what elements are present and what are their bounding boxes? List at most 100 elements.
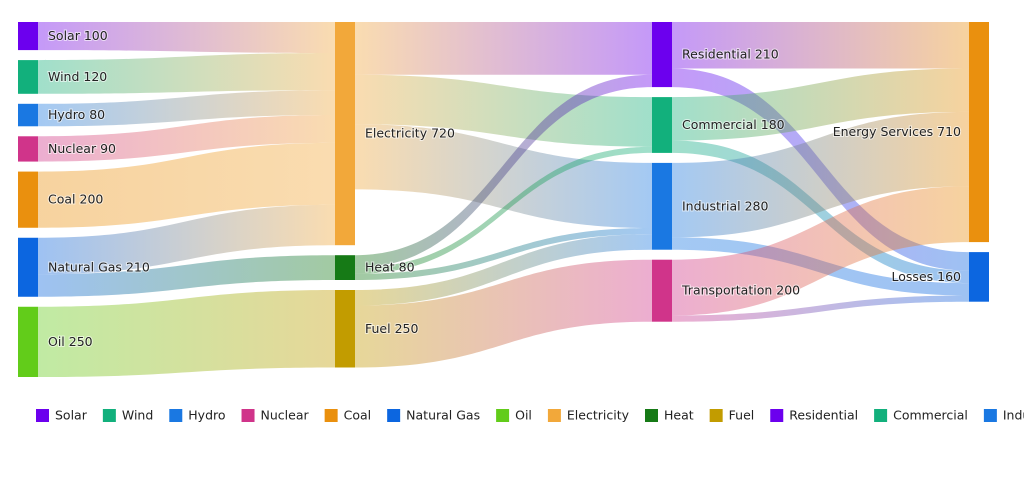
node (18, 306, 38, 377)
node-value: 200 (776, 282, 800, 297)
node-value: 160 (937, 268, 961, 283)
node-name: Natural Gas (48, 259, 122, 274)
legend-swatch (770, 409, 784, 422)
legend-swatch (102, 409, 116, 422)
node (18, 60, 38, 94)
node-value: 280 (745, 198, 769, 213)
node-name: Industrial (682, 198, 741, 213)
node-label: Commercial 180 (682, 117, 785, 132)
node-label: Transportation 200 (681, 282, 800, 297)
node-name: Transportation (681, 282, 772, 297)
legend-label: Natural Gas (406, 408, 480, 423)
node-label: Heat 80 (365, 259, 415, 274)
node-label: Residential 210 (682, 46, 779, 61)
link (38, 142, 335, 228)
node-name: Losses (892, 268, 934, 283)
link (355, 22, 652, 75)
legend-label: Wind (122, 408, 153, 423)
node-value: 100 (84, 28, 108, 43)
link (38, 290, 335, 377)
legend-label: Residential (789, 408, 858, 423)
node-value: 90 (100, 140, 116, 155)
node-label: Losses 160 (892, 268, 962, 283)
link (38, 255, 335, 297)
node-label: Nuclear 90 (48, 140, 116, 155)
legend-label: Nuclear (261, 408, 310, 423)
node-value: 720 (431, 125, 455, 140)
link (38, 204, 335, 275)
node-value: 250 (69, 333, 93, 348)
legend-label: Solar (55, 408, 88, 423)
legend-label: Electricity (567, 408, 630, 423)
legend-swatch (387, 409, 401, 422)
legend-swatch (169, 409, 183, 422)
node-label: Industrial 280 (682, 198, 769, 213)
node-value: 210 (755, 46, 779, 61)
link (672, 111, 969, 238)
legend-label: Oil (515, 408, 532, 423)
node (652, 97, 672, 153)
node-name: Coal (48, 191, 76, 206)
legend-label: Industrial (1003, 408, 1024, 423)
node-value: 80 (89, 107, 105, 122)
link (672, 68, 969, 141)
legend-label: Hydro (188, 408, 225, 423)
node-label: Solar 100 (48, 28, 108, 43)
node-value: 210 (126, 259, 150, 274)
legend-swatch (709, 409, 723, 422)
legend-swatch (324, 409, 338, 422)
node-label: Electricity 720 (365, 125, 455, 140)
node-name: Heat (365, 259, 395, 274)
node-label: Oil 250 (48, 333, 93, 348)
legend-swatch (874, 409, 888, 422)
link (672, 295, 969, 322)
link (355, 74, 652, 268)
node (652, 259, 672, 322)
legend-swatch (496, 409, 510, 422)
node-name: Oil (48, 333, 65, 348)
node-value: 180 (761, 117, 785, 132)
node (335, 22, 355, 246)
node (969, 252, 989, 302)
link (355, 259, 652, 368)
node-name: Nuclear (48, 140, 97, 155)
node-label: Fuel 250 (365, 320, 418, 335)
link (355, 74, 652, 147)
node (18, 171, 38, 228)
node (18, 237, 38, 297)
node (18, 22, 38, 51)
node-label: Natural Gas 210 (48, 259, 150, 274)
link (355, 146, 652, 274)
link (38, 53, 335, 94)
legend-label: Fuel (729, 408, 755, 423)
link (672, 186, 969, 316)
node (652, 22, 672, 88)
node-label: Energy Services 710 (833, 124, 961, 139)
node-value: 120 (83, 68, 107, 83)
node (18, 136, 38, 162)
link (355, 228, 652, 280)
node-value: 250 (395, 320, 419, 335)
node-name: Energy Services (833, 124, 933, 139)
node-value: 710 (937, 124, 961, 139)
legend-swatch (36, 409, 49, 422)
node (969, 22, 989, 243)
link (38, 90, 335, 127)
links (38, 22, 969, 377)
legend-label: Heat (664, 408, 694, 423)
node-name: Electricity (365, 125, 428, 140)
node (652, 162, 672, 250)
node-name: Wind (48, 68, 79, 83)
legend-swatch (241, 409, 255, 422)
node-name: Hydro (48, 107, 85, 122)
node-name: Solar (48, 28, 81, 43)
link (38, 22, 335, 53)
legend-label: Commercial (893, 408, 968, 423)
node-label: Wind 120 (48, 68, 107, 83)
link (38, 115, 335, 162)
node-label: Hydro 80 (48, 107, 105, 122)
node (335, 255, 355, 280)
node (18, 103, 38, 127)
legend-swatch (547, 409, 561, 422)
